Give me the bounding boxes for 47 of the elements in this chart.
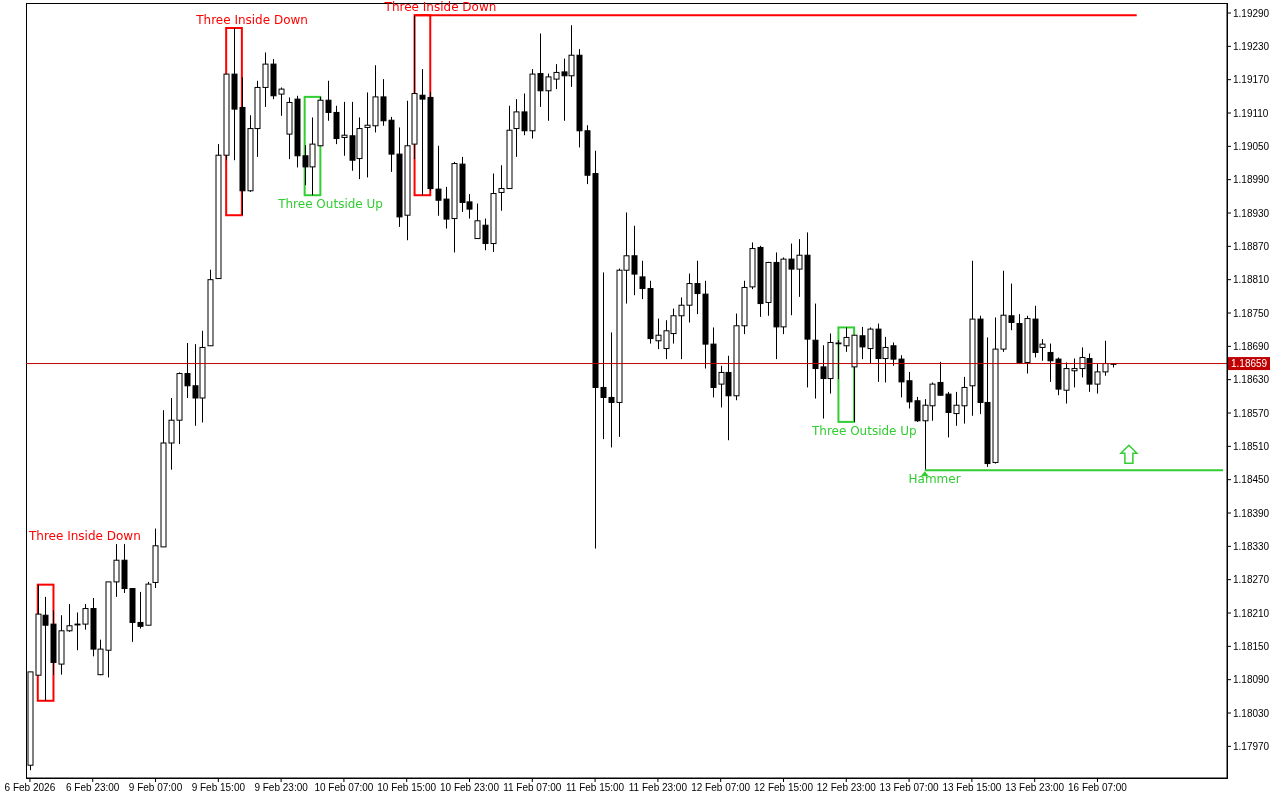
annotation: Three Inside Down — [383, 0, 497, 15]
y-tick-label: 1.18270 — [1233, 574, 1270, 586]
y-tick-label: 1.18930 — [1233, 207, 1270, 219]
y-tick-label: 1.18330 — [1233, 540, 1270, 552]
y-tick-label: 1.19230 — [1233, 40, 1270, 52]
y-tick-label: 1.18870 — [1233, 240, 1270, 252]
x-tick-label: 11 Feb 23:00 — [628, 782, 688, 794]
x-tick-label: 6 Feb 23:00 — [66, 782, 120, 794]
x-tick-label: 13 Feb 07:00 — [879, 782, 939, 794]
y-tick-label: 1.18750 — [1233, 307, 1270, 319]
annotation: Three Inside Down — [28, 529, 141, 544]
annotation: Hammer — [908, 472, 961, 487]
y-tick-label: 1.19290 — [1233, 7, 1270, 19]
y-tick-label: 1.19110 — [1233, 107, 1269, 119]
x-tick-label: 13 Feb 15:00 — [942, 782, 1002, 794]
y-tick-label: 1.18690 — [1233, 340, 1270, 352]
annotation: Three Outside Up — [277, 197, 383, 212]
x-tick-label: 16 Feb 07:00 — [1068, 782, 1128, 794]
x-tick-label: 12 Feb 15:00 — [754, 782, 814, 794]
annotation: Three Outside Up — [810, 423, 917, 438]
annotation: Three Inside Down — [195, 13, 308, 27]
y-tick-label: 1.18510 — [1233, 440, 1270, 452]
y-tick-label: 1.19050 — [1233, 140, 1270, 152]
x-tick-label: 11 Feb 07:00 — [503, 782, 562, 794]
x-tick-label: 6 Feb 2026 — [4, 782, 56, 794]
y-tick-label: 1.18450 — [1233, 474, 1270, 486]
y-tick-label: 1.19170 — [1233, 74, 1270, 86]
x-tick-label: 10 Feb 15:00 — [377, 782, 437, 794]
y-tick-label: 1.18990 — [1233, 174, 1270, 186]
y-tick-label: 1.18090 — [1233, 674, 1270, 686]
x-tick-label: 12 Feb 23:00 — [816, 782, 877, 794]
x-tick-label: 13 Feb 23:00 — [1005, 782, 1065, 794]
y-tick-label: 1.17970 — [1233, 740, 1270, 752]
y-tick-label: 1.18810 — [1233, 274, 1270, 286]
y-tick-label: 1.18570 — [1233, 407, 1270, 419]
x-tick-label: 11 Feb 15:00 — [566, 782, 625, 794]
y-tick-label: 1.18030 — [1233, 707, 1270, 719]
x-tick-label: 10 Feb 23:00 — [440, 782, 500, 794]
x-tick-label: 9 Feb 23:00 — [254, 782, 309, 794]
x-tick-label: 12 Feb 07:00 — [691, 782, 751, 794]
x-tick-label: 9 Feb 07:00 — [128, 782, 183, 794]
x-tick-label: 9 Feb 15:00 — [191, 782, 246, 794]
y-tick-label: 1.18210 — [1233, 607, 1270, 619]
x-tick-label: 10 Feb 07:00 — [314, 782, 374, 794]
y-tick-label: 1.18390 — [1233, 507, 1270, 519]
y-tick-label: 1.18150 — [1233, 640, 1270, 652]
y-tick-label: 1.18630 — [1233, 374, 1270, 386]
